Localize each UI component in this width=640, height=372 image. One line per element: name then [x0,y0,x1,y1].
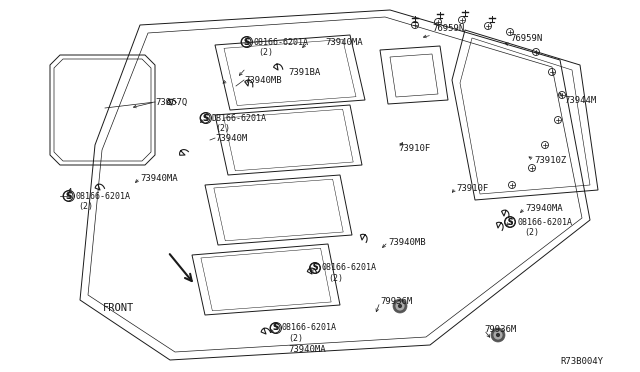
Text: 73940MB: 73940MB [388,237,426,247]
Text: (2): (2) [258,48,273,57]
Text: 79936M: 79936M [380,298,412,307]
Text: (2): (2) [78,202,93,211]
Text: (2): (2) [524,228,539,237]
Text: FRONT: FRONT [102,303,134,313]
Text: S: S [508,218,513,227]
Text: S: S [243,38,249,46]
Text: 08166-6201A: 08166-6201A [322,263,377,273]
Text: S: S [273,324,278,333]
Text: S: S [202,113,208,122]
Text: S: S [272,324,278,333]
Text: 73944M: 73944M [564,96,596,105]
Text: 76959N: 76959N [510,33,542,42]
Circle shape [497,334,499,336]
Circle shape [393,299,407,313]
Circle shape [399,305,401,307]
Text: 73940MB: 73940MB [244,76,282,84]
Text: S: S [65,192,70,201]
Text: S: S [204,113,209,122]
Text: DB166-6201A: DB166-6201A [212,113,267,122]
Text: 73940MA: 73940MA [325,38,363,46]
Text: 08166-6201A: 08166-6201A [517,218,572,227]
Text: 73940MA: 73940MA [288,346,326,355]
Text: 08166-6201A: 08166-6201A [75,192,130,201]
Text: 73940MA: 73940MA [525,203,563,212]
Text: S: S [67,192,72,201]
Text: 73910F: 73910F [456,183,488,192]
Text: (2): (2) [215,124,230,132]
Text: 76959N: 76959N [432,23,464,32]
Text: 73940M: 73940M [215,134,247,142]
Circle shape [494,331,502,339]
Text: S: S [508,218,513,227]
Text: S: S [312,263,317,273]
Circle shape [396,302,404,310]
Text: R73B004Y: R73B004Y [560,357,603,366]
Text: (2): (2) [288,334,303,343]
Text: 73910F: 73910F [398,144,430,153]
Text: 08166-6201A: 08166-6201A [253,38,308,46]
Text: S: S [312,263,317,273]
Circle shape [491,328,505,342]
Text: 79936M: 79936M [484,326,516,334]
Text: 73967Q: 73967Q [155,97,188,106]
Text: 08166-6201A: 08166-6201A [282,324,337,333]
Text: 73910Z: 73910Z [534,155,566,164]
Text: 7391BA: 7391BA [288,67,320,77]
Text: S: S [244,38,250,46]
Text: (2): (2) [328,273,343,282]
Text: 73940MA: 73940MA [140,173,178,183]
